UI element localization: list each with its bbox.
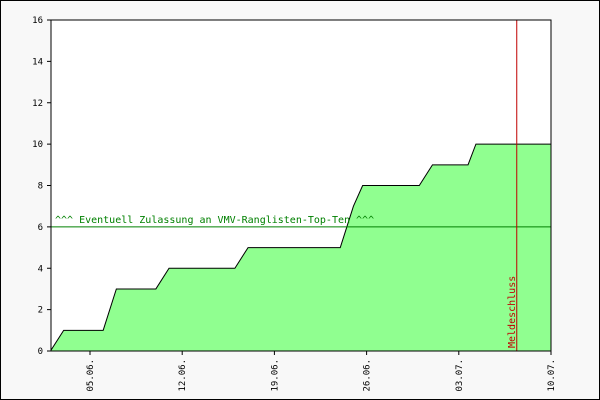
x-tick-label: 10.07. [547,359,557,392]
reference-line-label: ^^^ Eventuell Zulassung an VMV-Rangliste… [55,215,374,226]
x-tick-label: 26.06. [363,359,373,392]
y-tick-label: 10 [32,140,43,150]
y-tick-label: 2 [38,306,43,316]
deadline-marker-label: Meldeschluss [507,276,518,348]
x-tick-label: 19.06. [270,359,280,392]
y-tick-label: 8 [38,182,43,192]
y-tick-label: 6 [38,223,43,233]
x-tick-label: 03.07. [455,359,465,392]
x-tick-label: 05.06. [86,359,96,392]
y-tick-label: 4 [38,264,43,274]
y-tick-label: 0 [38,347,43,357]
y-tick-label: 16 [32,16,43,26]
y-tick-label: 12 [32,99,43,109]
y-tick-label: 14 [32,57,43,67]
x-tick-label: 12.06. [178,359,188,392]
